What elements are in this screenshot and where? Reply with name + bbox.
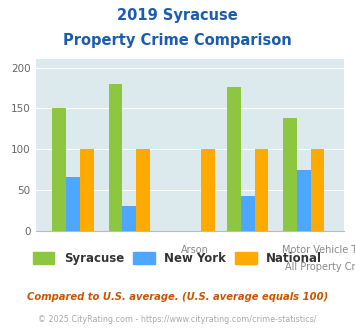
Bar	[227, 87, 241, 231]
Text: Compared to U.S. average. (U.S. average equals 100): Compared to U.S. average. (U.S. average …	[27, 292, 328, 302]
Text: Arson: Arson	[181, 245, 208, 255]
Bar	[136, 149, 150, 231]
Bar	[255, 149, 268, 231]
Bar	[80, 149, 93, 231]
Bar	[311, 149, 324, 231]
Text: Motor Vehicle Theft: Motor Vehicle Theft	[282, 245, 355, 255]
Bar	[241, 196, 255, 231]
Bar	[52, 109, 66, 231]
Text: © 2025 CityRating.com - https://www.cityrating.com/crime-statistics/: © 2025 CityRating.com - https://www.city…	[38, 315, 317, 324]
Text: 2019 Syracuse: 2019 Syracuse	[117, 8, 238, 23]
Legend: Syracuse, New York, National: Syracuse, New York, National	[28, 247, 327, 270]
Bar	[66, 177, 80, 231]
Text: All Property Crime: All Property Crime	[285, 262, 355, 272]
Bar	[109, 84, 122, 231]
Bar	[122, 206, 136, 231]
Bar	[297, 170, 311, 231]
Text: Property Crime Comparison: Property Crime Comparison	[63, 33, 292, 48]
Bar	[202, 149, 215, 231]
Bar	[283, 118, 297, 231]
